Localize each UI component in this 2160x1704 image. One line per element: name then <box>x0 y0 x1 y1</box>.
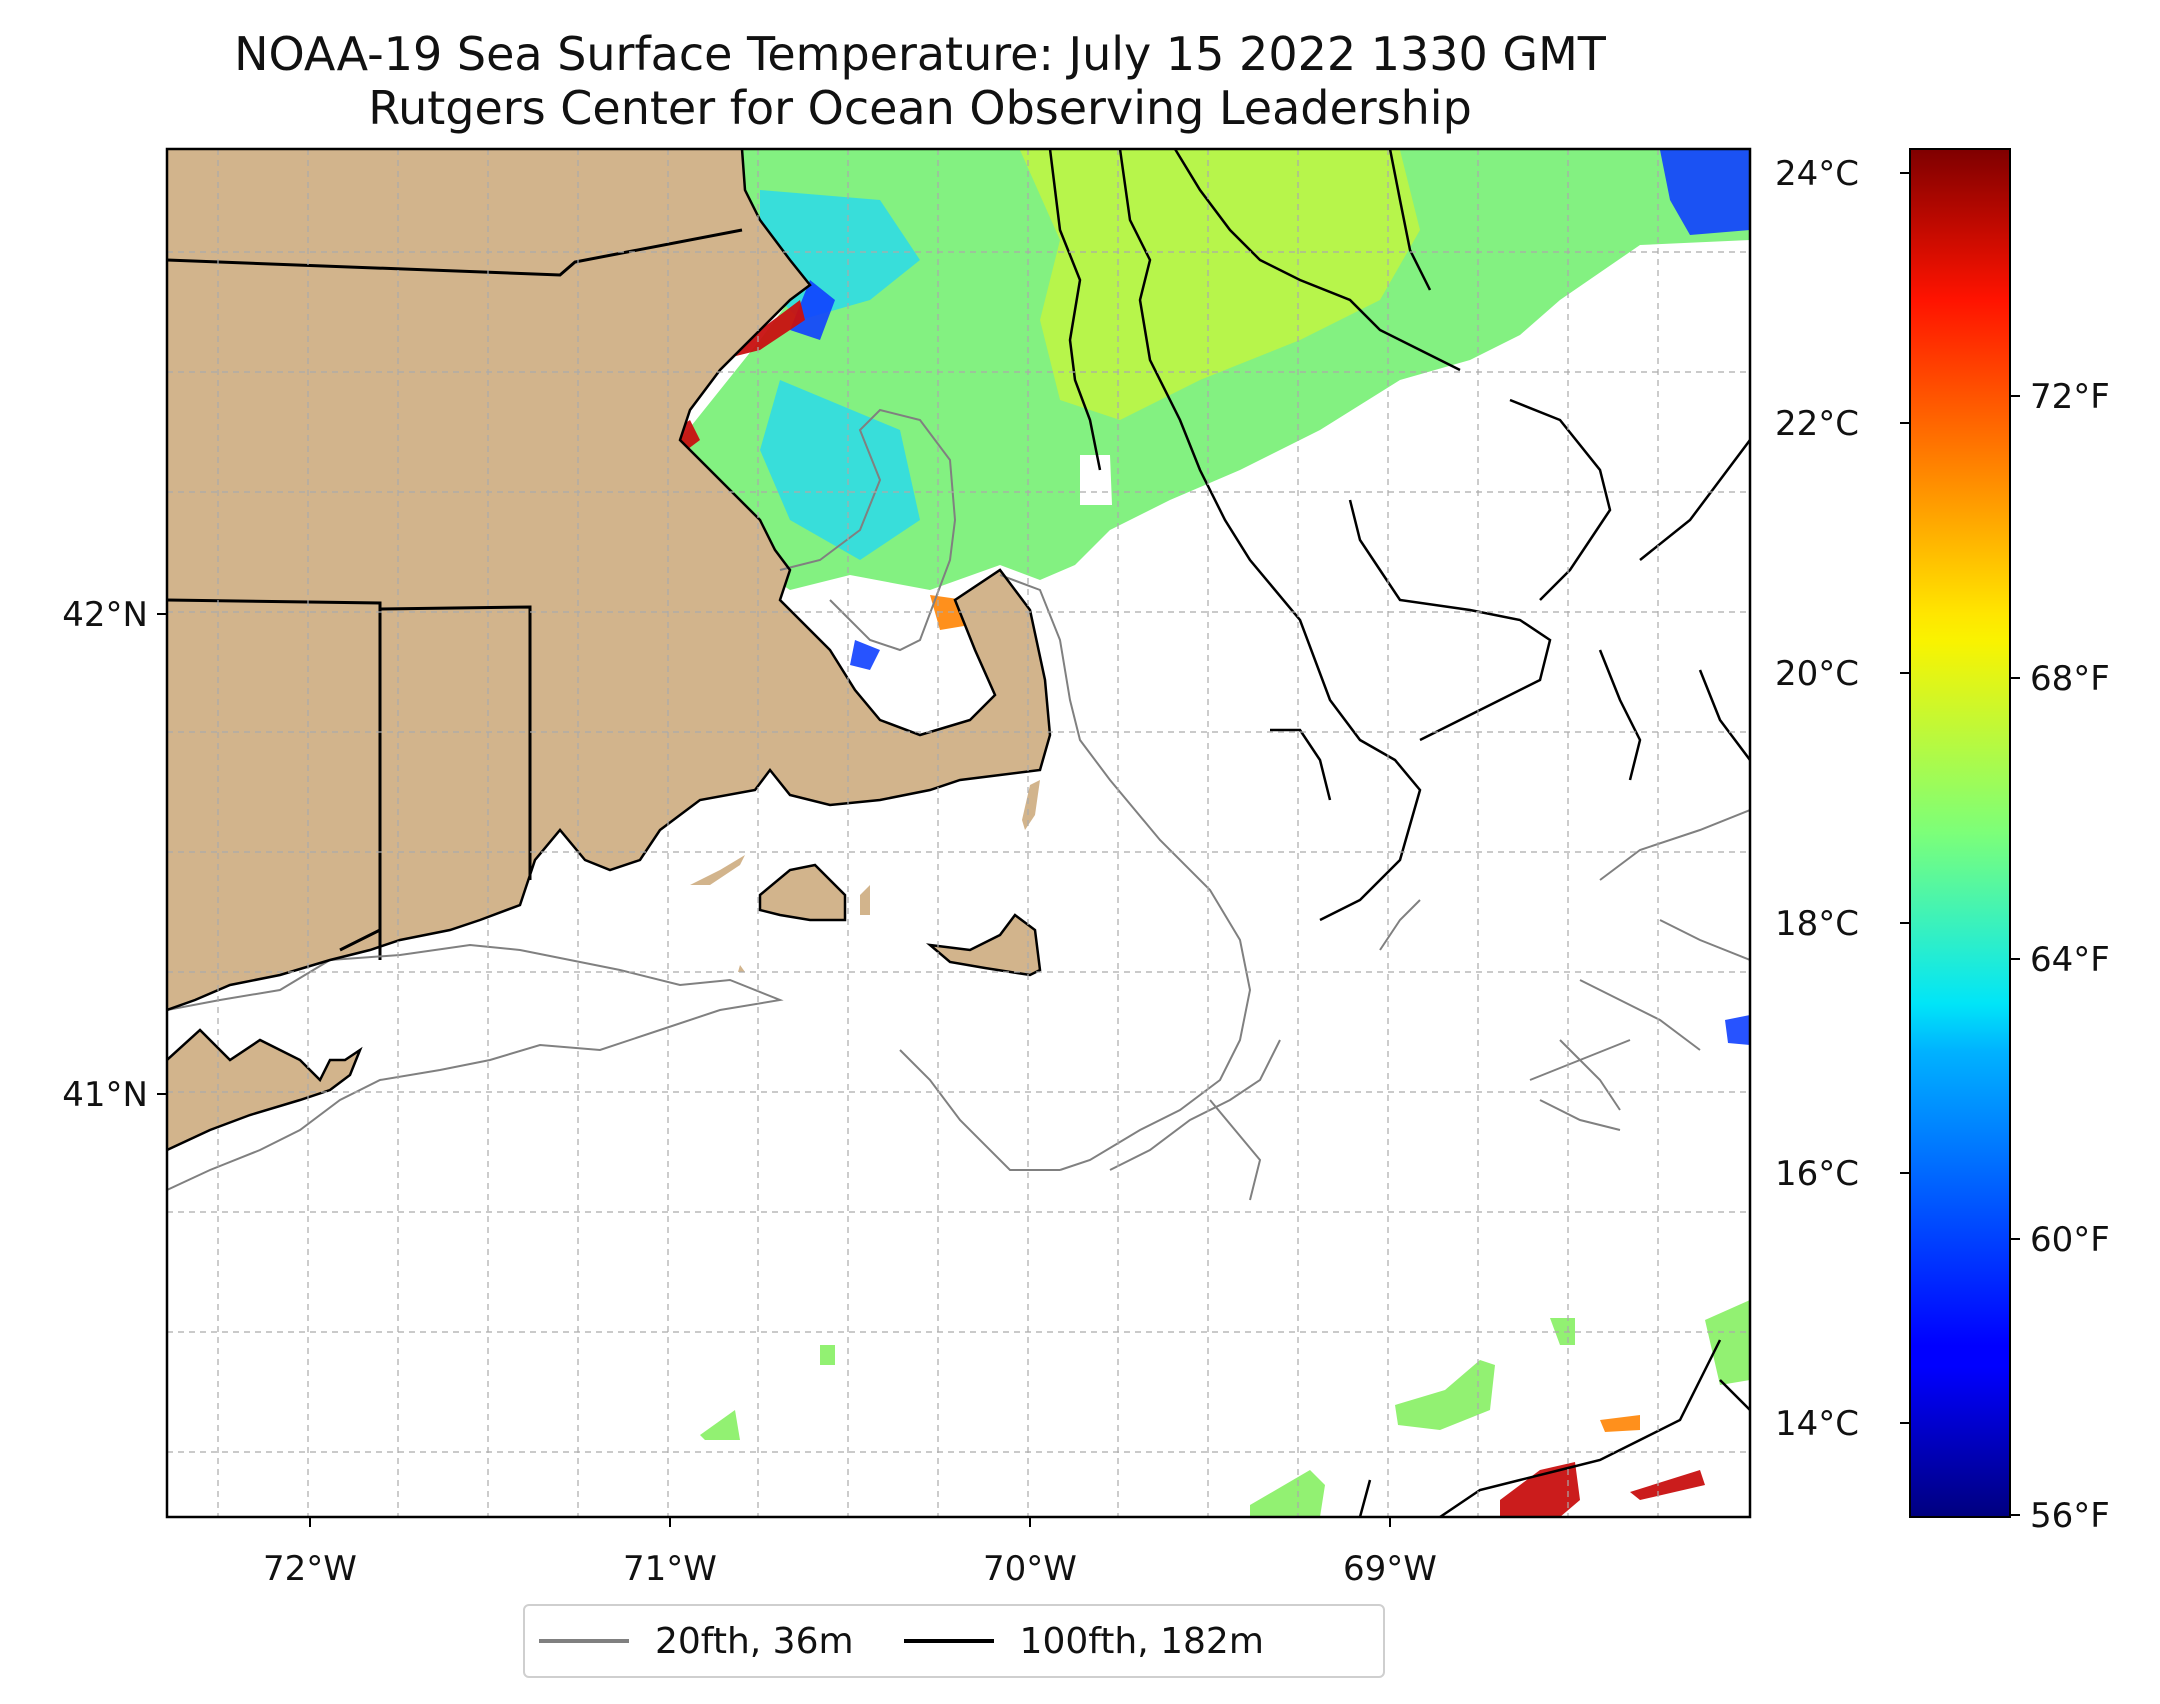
legend-swatch <box>903 1639 994 1643</box>
lat-tick-label: 41°N <box>62 1075 148 1115</box>
lat-axis: 42°N 41°N <box>62 595 167 1115</box>
legend: 20fth, 36m 100fth, 182m <box>523 1604 1385 1678</box>
lat-tick-label: 42°N <box>62 595 148 635</box>
fahrenheit-tick-label: 60°F <box>2030 1220 2110 1260</box>
map-subtitle: Rutgers Center for Ocean Observing Leade… <box>368 81 1472 135</box>
lon-tick-label: 71°W <box>623 1549 717 1589</box>
state-boundaries <box>167 228 743 960</box>
legend-item-20fth: 20fth, 36m <box>539 1621 854 1662</box>
fahrenheit-tick-label: 72°F <box>2030 377 2110 417</box>
legend-swatch <box>539 1639 629 1643</box>
celsius-tick-label: 20°C <box>1775 654 1859 694</box>
map-panel <box>167 149 1750 1517</box>
isobath-20fth <box>167 408 1750 1201</box>
lon-tick-label: 72°W <box>263 1549 357 1589</box>
legend-label: 100fth, 182m <box>1019 1620 1264 1662</box>
lon-tick-label: 70°W <box>983 1549 1077 1589</box>
celsius-tick-label: 18°C <box>1775 904 1859 944</box>
fahrenheit-tick-label: 56°F <box>2030 1496 2110 1536</box>
lon-axis: 72°W 71°W 70°W 69°W <box>263 1517 1437 1589</box>
land-nantucket <box>930 915 1040 975</box>
legend-label: 20fth, 36m <box>655 1620 854 1662</box>
colorbar: 24°C 22°C 20°C 18°C 16°C 14°C 72°F 68°F … <box>1775 148 2110 1536</box>
celsius-tick-label: 24°C <box>1775 154 1859 194</box>
lon-tick-label: 69°W <box>1343 1549 1437 1589</box>
colorbar-gradient <box>1909 148 2011 1518</box>
isobath-100fth <box>1048 149 1750 1517</box>
fahrenheit-tick-label: 64°F <box>2030 940 2110 980</box>
celsius-tick-label: 22°C <box>1775 404 1859 444</box>
map-title: NOAA-19 Sea Surface Temperature: July 15… <box>234 27 1606 81</box>
land-marthas-vineyard <box>760 865 870 920</box>
land-long-island <box>167 1030 360 1150</box>
gridlines <box>167 149 1750 1517</box>
land-monomoy <box>1022 780 1040 830</box>
land-mainland <box>167 149 1050 1010</box>
fahrenheit-tick-label: 68°F <box>2030 659 2110 699</box>
celsius-tick-label: 14°C <box>1775 1404 1859 1444</box>
coastline <box>167 149 1052 1152</box>
sst-warm-patches <box>1020 150 1420 420</box>
sst-white-gap <box>865 455 1112 635</box>
land-elizabeth-islands <box>690 855 745 972</box>
legend-item-100fth: 100fth, 182m <box>903 1620 1264 1662</box>
map-frame <box>165 147 1752 1519</box>
celsius-tick-label: 16°C <box>1775 1154 1859 1194</box>
